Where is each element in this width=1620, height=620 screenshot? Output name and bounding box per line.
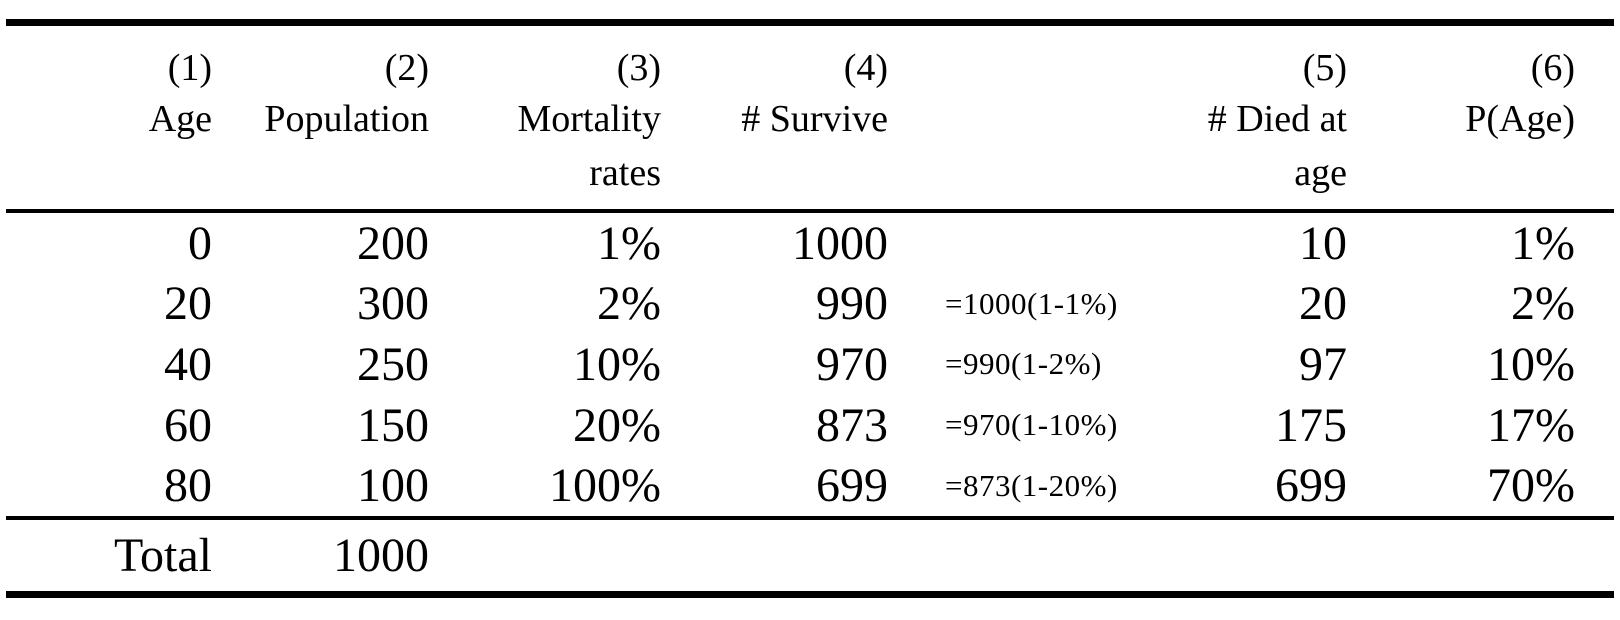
col-label: P(Age) xyxy=(1465,98,1575,140)
col-label: Mortality xyxy=(517,98,661,140)
top-rule xyxy=(6,19,1614,26)
total-label: Total xyxy=(114,529,212,582)
cell-survive-formula: =873(1-20%) xyxy=(945,467,1118,503)
cell-age: 80 xyxy=(164,459,212,513)
bottom-rule xyxy=(6,591,1614,598)
cell-p-age: 1% xyxy=(1511,216,1575,270)
cell-age: 40 xyxy=(164,337,212,391)
cell-survive-formula: =990(1-2%) xyxy=(945,346,1102,382)
cell-survive: 873 xyxy=(816,398,888,452)
col-number: (5) xyxy=(1302,47,1347,89)
col-label: Population xyxy=(264,98,429,140)
header-rule xyxy=(6,209,1614,213)
cell-survive: 1000 xyxy=(792,216,888,270)
cell-died-at-age: 699 xyxy=(1275,459,1347,513)
cell-population: 250 xyxy=(357,337,429,391)
col-label: # Survive xyxy=(741,98,888,140)
cell-population: 300 xyxy=(357,277,429,331)
table-total-row: Total 1000 xyxy=(0,520,1620,591)
cell-survive-formula xyxy=(898,213,1160,274)
cell-mortality-rate: 20% xyxy=(573,398,661,452)
col-sublabel: rates xyxy=(589,152,661,194)
total-population: 1000 xyxy=(333,529,429,582)
cell-mortality-rate: 100% xyxy=(549,459,661,513)
cell-population: 200 xyxy=(357,216,429,270)
col-number: (2) xyxy=(384,47,429,89)
cell-survive: 970 xyxy=(816,337,888,391)
cell-age: 0 xyxy=(188,216,212,270)
col-sublabel: age xyxy=(1294,152,1347,194)
col-number: (6) xyxy=(1530,47,1575,89)
cell-mortality-rate: 1% xyxy=(597,216,661,270)
cell-died-at-age: 97 xyxy=(1299,337,1347,391)
header-col-formula xyxy=(898,26,1160,209)
col-label: Age xyxy=(148,98,212,140)
cell-p-age: 17% xyxy=(1487,398,1575,452)
header-col-mortality-rates: (3) Mortality rates xyxy=(438,26,671,209)
header-col-age: (1) Age xyxy=(0,26,222,209)
header-col-population: (2) Population xyxy=(222,26,438,209)
cell-population: 150 xyxy=(357,398,429,452)
header-col-died-at-age: (5) # Died at age xyxy=(1160,26,1357,209)
col-number: (1) xyxy=(167,47,212,89)
cell-died-at-age: 175 xyxy=(1275,398,1347,452)
cell-population: 100 xyxy=(357,459,429,513)
cell-survive-formula: =1000(1-1%) xyxy=(945,285,1118,321)
header-col-survive: (4) # Survive xyxy=(671,26,898,209)
cell-mortality-rate: 10% xyxy=(573,337,661,391)
cell-p-age: 70% xyxy=(1487,459,1575,513)
cell-died-at-age: 20 xyxy=(1299,277,1347,331)
cell-died-at-age: 10 xyxy=(1299,216,1347,270)
col-label: # Died at xyxy=(1207,98,1347,140)
cell-age: 20 xyxy=(164,277,212,331)
cell-p-age: 2% xyxy=(1511,277,1575,331)
cell-mortality-rate: 2% xyxy=(597,277,661,331)
cell-survive: 699 xyxy=(816,459,888,513)
col-number: (4) xyxy=(843,47,888,89)
header-col-p-age: (6) P(Age) xyxy=(1357,26,1620,209)
total-rule xyxy=(6,516,1614,520)
cell-survive-formula: =970(1-10%) xyxy=(945,407,1118,443)
cell-survive: 990 xyxy=(816,277,888,331)
table-body: 0 200 1% 1000 10 1% 20 300 2% 990 =1000(… xyxy=(0,213,1620,516)
cell-age: 60 xyxy=(164,398,212,452)
cell-p-age: 10% xyxy=(1487,337,1575,391)
col-number: (3) xyxy=(616,47,661,89)
table-header: (1) Age (2) Population (3) Mortality rat… xyxy=(0,26,1620,209)
